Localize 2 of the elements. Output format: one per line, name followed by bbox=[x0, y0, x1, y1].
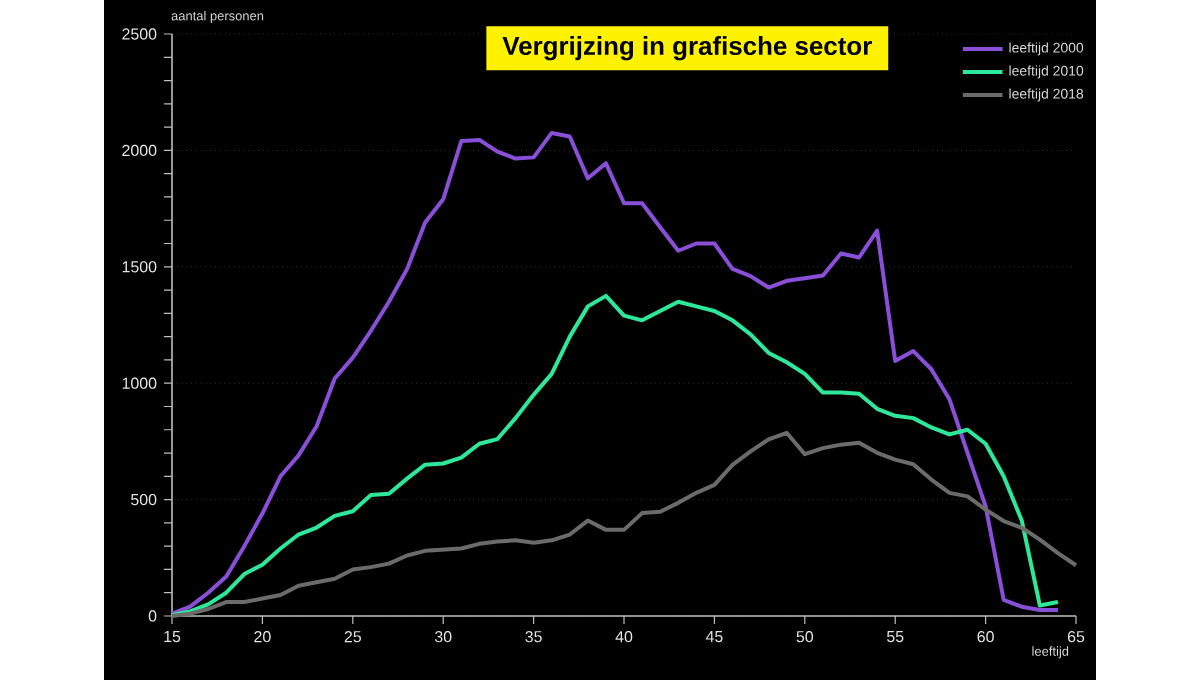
chart-title: Vergrijzing in grafische sector bbox=[502, 36, 872, 61]
line-series bbox=[170, 130, 1060, 616]
